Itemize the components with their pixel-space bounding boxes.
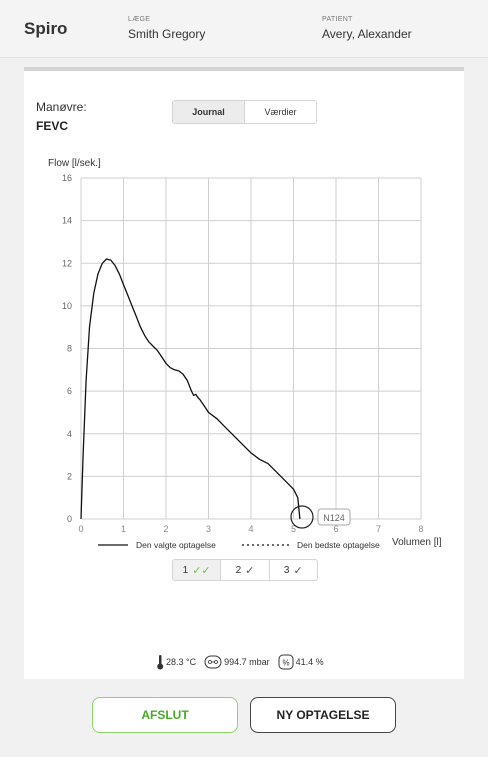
- trial-number: 2: [235, 564, 242, 576]
- finish-button[interactable]: AFSLUT: [92, 697, 238, 733]
- x-tick-label: 8: [418, 524, 423, 534]
- legend-label-best: Den bedste optagelse: [297, 540, 380, 550]
- series-line-selected: [80, 258, 301, 520]
- x-tick-label: 4: [248, 524, 253, 534]
- pressure-item: 994.7 mbar: [204, 655, 270, 669]
- trial-number: 1: [182, 564, 189, 576]
- legend-label-selected: Den valgte optagelse: [136, 540, 216, 550]
- trial-number: 3: [283, 564, 290, 576]
- temperature-value: 28.3 °C: [166, 657, 197, 667]
- trial-selector: 1 ✓✓ 2 ✓ 3 ✓: [172, 559, 318, 581]
- temperature-item: 28.3 °C: [156, 654, 196, 670]
- annotation-box: [317, 508, 351, 526]
- tab-journal[interactable]: Journal: [173, 101, 245, 123]
- trial-3-button[interactable]: 3 ✓: [270, 560, 317, 580]
- check-icon: ✓: [245, 564, 255, 577]
- patient-field: PATIENT Avery, Alexander: [322, 16, 412, 41]
- y-tick-label: 10: [62, 301, 72, 311]
- y-tick-label: 16: [62, 173, 72, 183]
- double-check-icon: ✓✓: [192, 564, 211, 577]
- humidity-item: % 41.4 %: [278, 654, 324, 670]
- pressure-value: 994.7 mbar: [224, 657, 270, 667]
- x-axis-label: Volumen [l]: [392, 537, 442, 548]
- view-toggle: Journal Værdier: [172, 100, 317, 124]
- environment-readout: 28.3 °C 994.7 mbar % 41.4 %: [156, 654, 328, 670]
- trial-2-button[interactable]: 2 ✓: [221, 560, 270, 580]
- y-axis-label: Flow [l/sek.]: [48, 158, 101, 169]
- y-tick-label: 14: [62, 216, 72, 226]
- y-tick-label: 8: [67, 344, 72, 354]
- check-icon: ✓: [293, 564, 303, 577]
- x-tick-label: 6: [333, 524, 338, 534]
- x-tick-label: 5: [291, 524, 296, 534]
- end-marker-circle: [290, 505, 314, 529]
- app-header: Spiro LÆGE Smith Gregory PATIENT Avery, …: [0, 0, 488, 58]
- new-recording-button[interactable]: NY OPTAGELSE: [250, 697, 396, 733]
- x-tick-label: 1: [121, 524, 126, 534]
- doctor-name: Smith Gregory: [128, 27, 206, 41]
- x-tick-label: 2: [163, 524, 168, 534]
- y-tick-label: 6: [67, 386, 72, 396]
- patient-label: PATIENT: [322, 16, 353, 23]
- patient-name: Avery, Alexander: [322, 27, 412, 41]
- x-tick-label: 7: [376, 524, 381, 534]
- pressure-gauge-icon: [204, 655, 222, 669]
- y-tick-label: 2: [67, 471, 72, 481]
- trial-1-button[interactable]: 1 ✓✓: [173, 560, 222, 580]
- doctor-label: LÆGE: [128, 16, 151, 23]
- thermometer-icon: [157, 655, 164, 670]
- annotation-label: N124: [323, 513, 345, 523]
- y-tick-label: 0: [67, 514, 72, 524]
- svg-text:%: %: [282, 659, 289, 668]
- y-tick-label: 12: [62, 258, 72, 268]
- humidity-icon: %: [278, 654, 294, 670]
- x-tick-label: 0: [78, 524, 83, 534]
- tab-values[interactable]: Værdier: [264, 107, 297, 117]
- app-title: Spiro: [24, 19, 68, 38]
- maneuver-label: Manøvre:: [36, 100, 87, 114]
- doctor-field: LÆGE Smith Gregory: [128, 16, 205, 41]
- humidity-value: 41.4 %: [295, 657, 324, 667]
- y-tick-label: 4: [67, 429, 72, 439]
- maneuver-value: FEVC: [36, 119, 69, 133]
- x-tick-label: 3: [206, 524, 211, 534]
